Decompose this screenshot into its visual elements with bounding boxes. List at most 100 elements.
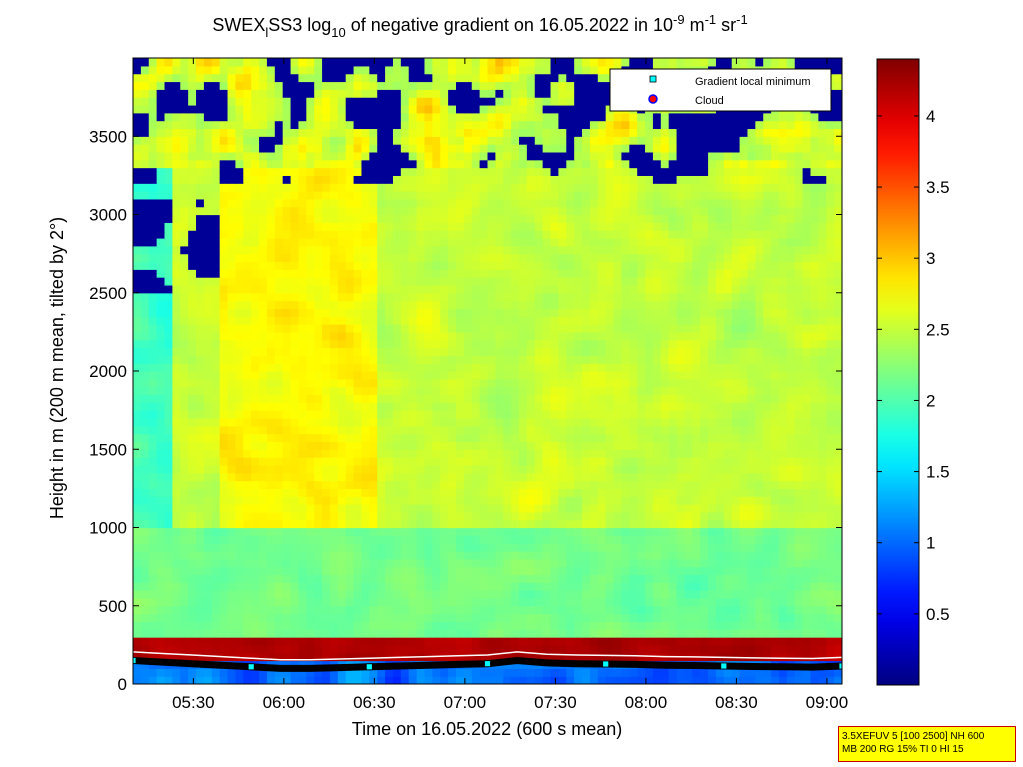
heat-cell [519, 371, 528, 380]
heat-cell [708, 629, 717, 638]
heat-cell [597, 269, 607, 278]
heat-cell [597, 637, 607, 646]
heat-cell [164, 566, 173, 576]
heat-cell [763, 582, 772, 591]
heat-cell [259, 386, 268, 396]
heat-cell [235, 629, 244, 638]
heat-cell [715, 621, 725, 630]
heat-cell [786, 331, 796, 341]
heat-cell [140, 527, 150, 536]
heat-cell [219, 371, 229, 380]
heat-cell [550, 308, 559, 317]
heat-cell [597, 386, 607, 396]
heat-cell [810, 637, 819, 646]
heat-cell [692, 504, 701, 513]
heat-cell [471, 504, 481, 513]
heat-cell [834, 410, 842, 419]
heat-cell [645, 511, 654, 521]
heat-cell [826, 464, 835, 474]
heat-cell [715, 339, 725, 349]
heat-cell [274, 394, 284, 403]
heat-cell [471, 637, 481, 646]
heat-cell [526, 277, 536, 286]
heat-cell [495, 644, 504, 654]
heat-cell [290, 472, 300, 482]
heat-cell [558, 410, 567, 419]
heat-cell [652, 386, 662, 396]
heat-cell [463, 269, 473, 278]
heat-cell [597, 558, 607, 568]
heat-cell [550, 363, 559, 372]
heat-cell [385, 433, 394, 443]
heat-cell [392, 425, 402, 435]
heat-cell [227, 590, 237, 599]
heat-cell [369, 676, 378, 684]
heat-cell [566, 488, 575, 497]
heat-cell [314, 245, 323, 255]
heat-cell [164, 363, 173, 372]
heat-cell [715, 527, 725, 536]
heat-cell [582, 331, 591, 341]
heat-cell [763, 324, 772, 333]
heat-cell [471, 590, 481, 599]
heat-cell [203, 386, 213, 396]
heat-cell [479, 449, 489, 458]
heat-cell [731, 668, 741, 677]
heat-cell [148, 371, 158, 380]
heat-cell [826, 629, 835, 638]
heat-cell [172, 644, 181, 654]
heat-cell [621, 613, 630, 623]
heat-cell [369, 394, 378, 403]
heat-cell [574, 253, 583, 263]
heat-cell [306, 574, 315, 583]
heat-cell [645, 496, 654, 505]
heat-cell [684, 629, 693, 638]
heat-cell [487, 504, 496, 513]
heat-cell [786, 574, 796, 583]
heat-cell [164, 668, 173, 677]
heat-cell [613, 355, 623, 364]
heat-cell [684, 253, 693, 263]
heat-cell [274, 300, 284, 309]
heat-cell [755, 292, 764, 302]
heat-cell [763, 566, 772, 576]
heat-cell [156, 496, 166, 505]
heat-cell [392, 410, 402, 419]
heat-cell [700, 253, 709, 263]
heat-cell [519, 277, 528, 286]
heat-cell [660, 597, 670, 607]
heat-cell [794, 417, 804, 427]
heat-cell [715, 253, 725, 263]
heat-cell [763, 668, 772, 677]
heat-cell [227, 331, 237, 341]
heat-cell [219, 582, 229, 591]
heat-cell [440, 363, 449, 372]
heat-cell [778, 480, 788, 489]
heat-cell [692, 511, 701, 521]
heat-cell [274, 331, 284, 341]
heat-cell [314, 410, 323, 419]
heat-cell [219, 410, 229, 419]
heat-cell [172, 269, 181, 278]
heat-cell [172, 613, 181, 623]
heat-cell [613, 644, 623, 654]
heat-cell [763, 331, 772, 341]
heat-cell [645, 644, 654, 654]
heat-cell [314, 613, 323, 623]
heat-cell [448, 613, 457, 623]
heat-cell [566, 308, 575, 317]
heat-cell [471, 676, 481, 684]
heat-cell [542, 519, 552, 529]
heat-cell [621, 621, 630, 630]
heat-cell [156, 245, 166, 255]
heat-cell [345, 613, 355, 623]
heat-cell [534, 339, 544, 349]
heat-cell [700, 504, 709, 513]
heat-cell [448, 668, 457, 677]
heat-cell [755, 543, 764, 552]
heat-cell [731, 425, 741, 435]
title-rest: of negative gradient on 16.05.2022 in 10 [346, 15, 673, 35]
heat-cell [511, 292, 520, 302]
heat-cell [196, 339, 205, 349]
heat-cell [164, 472, 173, 482]
